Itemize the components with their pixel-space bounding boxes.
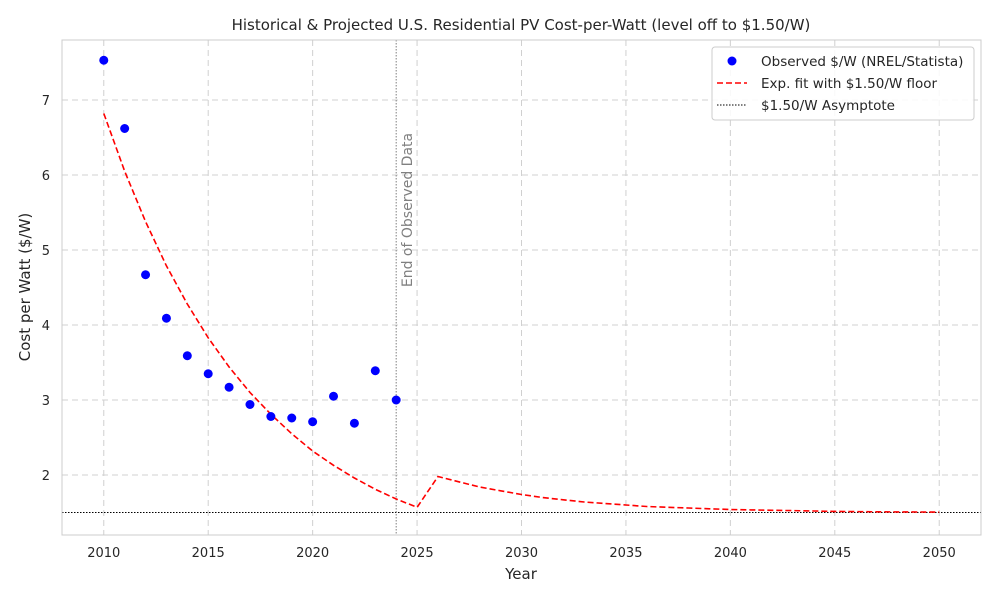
observed-point: [266, 412, 276, 421]
legend-frame: [711, 46, 975, 121]
observed-point: [245, 400, 255, 409]
legend-marker: [727, 56, 737, 66]
x-tick-label: 2050: [923, 546, 956, 561]
observed-point: [391, 395, 401, 405]
x-tick-label: 2045: [818, 546, 851, 561]
observed-point: [349, 418, 359, 428]
exp-fit-line: [103, 113, 940, 513]
y-axis-label: Cost per Watt ($/W): [16, 213, 34, 362]
y-tick-label: 3: [42, 394, 50, 409]
observed-point: [308, 417, 318, 427]
y-tick-label: 5: [42, 244, 50, 259]
observed-point: [203, 369, 213, 379]
observed-point: [224, 382, 234, 392]
scatter-points: [99, 55, 401, 428]
legend-label: $1.50/W Asymptote: [761, 98, 895, 114]
x-tick-label: 2010: [87, 546, 120, 561]
x-axis-label: Year: [504, 565, 538, 583]
y-tick-label: 4: [42, 319, 50, 334]
tick-labels: 2010 2015 2020 2025 2030 2035 2040 2045 2050 2 3 4 5…: [42, 94, 956, 561]
reference-lines: End of Observed Data: [62, 40, 981, 535]
fit-line-layer: [103, 113, 940, 513]
x-tick-label: 2020: [296, 546, 329, 561]
observed-point: [182, 351, 192, 361]
legend-label: Observed $/W (NREL/Statista): [761, 54, 963, 70]
observed-point: [99, 55, 109, 65]
y-tick-label: 2: [42, 469, 50, 484]
observed-point: [141, 270, 151, 280]
legend-label: Exp. fit with $1.50/W floor: [761, 76, 938, 92]
x-tick-label: 2025: [401, 546, 434, 561]
plot-frame: [61, 39, 982, 536]
y-tick-label: 7: [42, 94, 50, 109]
observed-point: [287, 413, 297, 423]
y-tick-label: 6: [42, 169, 50, 184]
x-tick-label: 2015: [192, 546, 225, 561]
chart-title: Historical & Projected U.S. Residential …: [232, 16, 811, 34]
end-of-data-annotation: End of Observed Data: [400, 133, 416, 287]
x-tick-label: 2040: [714, 546, 747, 561]
legend: Observed $/W (NREL/Statista) Exp. fit wit…: [711, 46, 975, 121]
x-tick-label: 2030: [505, 546, 538, 561]
observed-point: [161, 313, 171, 323]
observed-point: [120, 124, 130, 133]
x-tick-label: 2035: [609, 546, 642, 561]
observed-point: [329, 391, 339, 401]
observed-point: [370, 366, 380, 376]
